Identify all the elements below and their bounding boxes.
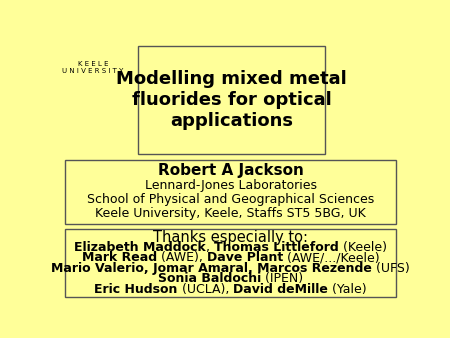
Text: ,: , bbox=[206, 241, 214, 254]
Text: K E E L E
U N I V E R S I T Y: K E E L E U N I V E R S I T Y bbox=[62, 62, 124, 74]
Text: (UFS): (UFS) bbox=[372, 262, 410, 275]
Text: Sonia Baldochi: Sonia Baldochi bbox=[158, 272, 261, 285]
Text: Thomas Littleford: Thomas Littleford bbox=[214, 241, 339, 254]
Text: Robert A Jackson: Robert A Jackson bbox=[158, 163, 304, 178]
Text: (UCLA),: (UCLA), bbox=[178, 283, 233, 296]
Text: Modelling mixed metal
fluorides for optical
applications: Modelling mixed metal fluorides for opti… bbox=[116, 70, 347, 129]
Text: School of Physical and Geographical Sciences: School of Physical and Geographical Scie… bbox=[87, 193, 374, 206]
Text: David deMille: David deMille bbox=[233, 283, 328, 296]
Text: (Keele): (Keele) bbox=[339, 241, 387, 254]
Text: (IPEN): (IPEN) bbox=[261, 272, 303, 285]
Text: (AWE),: (AWE), bbox=[157, 251, 207, 264]
Text: Mark Read: Mark Read bbox=[82, 251, 157, 264]
Text: Eric Hudson: Eric Hudson bbox=[94, 283, 178, 296]
FancyBboxPatch shape bbox=[65, 160, 396, 224]
FancyBboxPatch shape bbox=[138, 46, 325, 154]
Text: Elizabeth Maddock: Elizabeth Maddock bbox=[74, 241, 206, 254]
Text: Lennard-Jones Laboratories: Lennard-Jones Laboratories bbox=[144, 178, 317, 192]
Text: Mario Valerio, Jomar Amaral, Marcos Rezende: Mario Valerio, Jomar Amaral, Marcos Reze… bbox=[51, 262, 372, 275]
Text: Dave Plant: Dave Plant bbox=[207, 251, 283, 264]
Text: (AWE/.../Keele): (AWE/.../Keele) bbox=[283, 251, 379, 264]
Text: Keele University, Keele, Staffs ST5 5BG, UK: Keele University, Keele, Staffs ST5 5BG,… bbox=[95, 207, 366, 220]
FancyBboxPatch shape bbox=[65, 229, 396, 297]
Text: (Yale): (Yale) bbox=[328, 283, 367, 296]
Text: Thanks especially to:: Thanks especially to: bbox=[153, 230, 308, 245]
